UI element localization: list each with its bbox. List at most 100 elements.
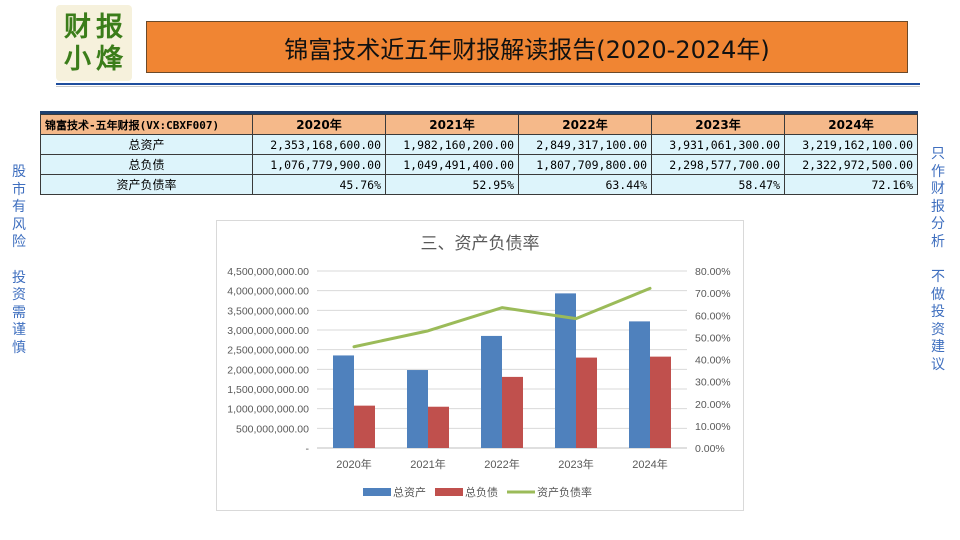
chart-panel: 三、资产负债率 - 500,000,000.00 1,000,000,000.00 1… (216, 220, 744, 511)
side-char: 财 (931, 181, 945, 197)
logo: 财 报 小 烽 (56, 5, 132, 81)
side-char: 险 (12, 234, 26, 250)
legend-label: 资产负债率 (537, 485, 592, 499)
bar-total-liabilities (428, 406, 449, 448)
side-char: 分 (931, 216, 945, 232)
bar-total-liabilities (576, 357, 597, 448)
table-cell: 1,982,160,200.00 (385, 134, 519, 155)
bar-total-assets (629, 321, 650, 448)
side-char: 做 (931, 286, 945, 303)
x-tick-label: 2020年 (336, 457, 371, 471)
side-char: 股 (12, 164, 26, 180)
bar-total-liabilities (650, 356, 671, 448)
side-char: 作 (931, 163, 945, 180)
report-title: 锦富技术近五年财报解读报告(2020-2024年) (146, 21, 908, 73)
table-cell: 1,076,779,900.00 (252, 154, 386, 175)
y-left-tick-label: 1,500,000,000.00 (227, 384, 309, 396)
side-char: 需 (12, 304, 26, 321)
side-char: 议 (931, 356, 945, 373)
y-right-tick-label: 30.00% (695, 377, 731, 389)
header-divider-shadow (56, 86, 920, 87)
logo-char: 财 (64, 12, 91, 43)
y-left-tick-label: 3,000,000,000.00 (227, 325, 309, 337)
table-cell: 2,849,317,100.00 (518, 134, 652, 155)
table-cell: 2,322,972,500.00 (784, 154, 918, 175)
side-gap (928, 251, 948, 269)
table-header-cell: 2024年 (784, 114, 918, 135)
bar-total-liabilities (502, 376, 523, 448)
y-right-tick-label: 40.00% (695, 355, 731, 367)
side-char: 只 (931, 146, 945, 162)
y-left-tick-label: 2,000,000,000.00 (227, 364, 309, 376)
table-header-row: 锦富技术-五年财报(VX:CBXF007) 2020年 2021年 2022年 … (40, 114, 918, 135)
table-cell: 63.44% (518, 174, 652, 195)
table-row: 总资产 2,353,168,600.00 1,982,160,200.00 2,… (40, 134, 918, 155)
side-char: 报 (931, 198, 945, 215)
x-tick-label: 2023年 (558, 457, 593, 471)
side-char: 有 (12, 199, 26, 215)
logo-char: 报 (96, 12, 123, 43)
table-cell: 2,298,577,700.00 (651, 154, 785, 175)
bar-total-assets (333, 355, 354, 448)
legend-label: 总负债 (465, 485, 498, 499)
table-cell: 3,219,162,100.00 (784, 134, 918, 155)
y-right-tick-label: 70.00% (695, 288, 731, 300)
table-cell: 3,931,061,300.00 (651, 134, 785, 155)
y-left-tick-label: 4,500,000,000.00 (227, 266, 309, 278)
table-header-cell: 2023年 (651, 114, 785, 135)
y-left-tick-label: 1,000,000,000.00 (227, 404, 309, 416)
y-left-tick-label: 3,500,000,000.00 (227, 305, 309, 317)
y-left-tick-label: 2,500,000,000.00 (227, 345, 309, 357)
table-header-cell: 2020年 (252, 114, 386, 135)
table-header-cell: 2022年 (518, 114, 652, 135)
side-char: 资 (12, 287, 26, 303)
side-char: 谨 (12, 322, 26, 338)
financial-table: 锦富技术-五年财报(VX:CBXF007) 2020年 2021年 2022年 … (40, 111, 918, 200)
y-right-tick-label: 80.00% (695, 266, 731, 278)
side-char: 不 (931, 269, 945, 285)
side-char: 市 (12, 181, 26, 198)
side-gap (9, 252, 29, 270)
side-char: 投 (931, 304, 945, 320)
x-tick-label: 2022年 (484, 457, 519, 471)
table-row-label: 总资产 (40, 134, 253, 155)
side-note-right: 只 作 财 报 分 析 不 做 投 资 建 议 (928, 146, 948, 374)
debt-ratio-chart: 三、资产负债率 - 500,000,000.00 1,000,000,000.00 1… (227, 234, 731, 499)
chart-title: 三、资产负债率 (421, 234, 540, 253)
y-right-tick-label: 60.00% (695, 310, 731, 322)
table-row-label: 总负债 (40, 154, 253, 175)
x-tick-label: 2021年 (410, 457, 445, 471)
table-cell: 1,807,709,800.00 (518, 154, 652, 175)
table-cell: 1,049,491,400.00 (385, 154, 519, 175)
table-cell: 52.95% (385, 174, 519, 195)
table-header-cell: 2021年 (385, 114, 519, 135)
table-cell: 58.47% (651, 174, 785, 195)
side-note-left: 股 市 有 风 险 投 资 需 谨 慎 (9, 164, 29, 357)
y-right-tick-label: 0.00% (695, 443, 725, 455)
y-left-tick-label: 500,000,000.00 (236, 423, 309, 435)
y-right-tick-label: 10.00% (695, 421, 731, 433)
table-header-cell: 锦富技术-五年财报(VX:CBXF007) (40, 114, 253, 135)
x-tick-label: 2024年 (632, 457, 667, 471)
side-char: 析 (931, 233, 945, 250)
logo-char: 小 (64, 44, 91, 75)
table-row: 总负债 1,076,779,900.00 1,049,491,400.00 1,… (40, 154, 918, 175)
side-char: 投 (12, 269, 26, 286)
bar-total-liabilities (354, 405, 375, 448)
bar-total-assets (481, 335, 502, 448)
y-left-tick-label: - (306, 443, 310, 455)
side-char: 资 (931, 321, 945, 338)
y-right-tick-label: 20.00% (695, 399, 731, 411)
table-cell: 2,353,168,600.00 (252, 134, 386, 155)
side-char: 慎 (12, 339, 26, 356)
header-divider (56, 83, 920, 85)
legend-swatch (363, 488, 391, 496)
side-char: 建 (931, 339, 945, 355)
bar-total-assets (555, 293, 576, 448)
table-row: 资产负债率 45.76% 52.95% 63.44% 58.47% 72.16% (40, 174, 918, 195)
table-cell: 72.16% (784, 174, 918, 195)
y-right-tick-label: 50.00% (695, 332, 731, 344)
side-char: 风 (12, 216, 26, 233)
table-cell: 45.76% (252, 174, 386, 195)
legend-label: 总资产 (393, 485, 426, 499)
